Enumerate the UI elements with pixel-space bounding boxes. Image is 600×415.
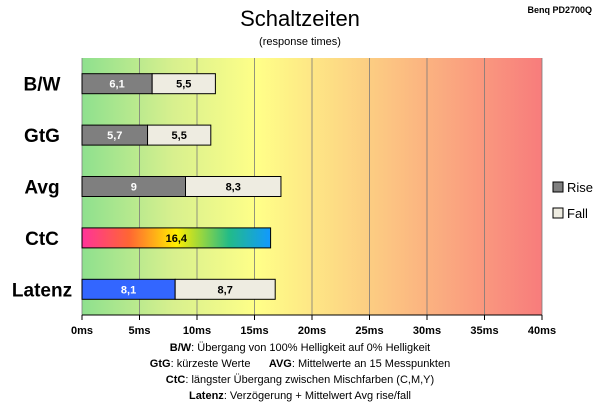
legend-label: Rise — [567, 180, 593, 195]
x-tick-label: 35ms — [470, 325, 498, 337]
legend-swatch — [552, 207, 564, 219]
bar-fall-label: 8,7 — [218, 284, 233, 296]
category-label: B/W — [24, 75, 61, 96]
x-tick-label: 40ms — [528, 325, 556, 337]
x-tick-label: 15ms — [240, 325, 268, 337]
bar-rise-label: 9 — [131, 182, 137, 194]
x-tick-label: 5ms — [128, 325, 150, 337]
bar-rise-label: 8,1 — [121, 284, 136, 296]
note-gtg-avg: GtG: kürzeste Werte AVG: Mittelwerte an … — [149, 358, 451, 370]
bar-fall-label: 5,5 — [172, 130, 187, 142]
x-tick-label: 30ms — [413, 325, 441, 337]
footnotes: B/W: Übergang von 100% Helligkeit auf 0%… — [0, 340, 600, 404]
legend-label: Fall — [567, 206, 588, 221]
bar-rise-label: 6,1 — [109, 79, 124, 91]
category-label: Latenz — [12, 280, 72, 301]
note-bw: B/W: Übergang von 100% Helligkeit auf 0%… — [169, 342, 431, 354]
category-label: CtC — [25, 229, 59, 250]
bar-fall-label: 8,3 — [226, 182, 241, 194]
chart-title: Schaltzeiten — [240, 6, 360, 31]
x-tick-label: 10ms — [183, 325, 211, 337]
bar-rise-label: 16,4 — [166, 233, 188, 245]
note-ctc: CtC: längster Übergang zwischen Mischfar… — [165, 374, 435, 386]
x-tick-label: 25ms — [355, 325, 383, 337]
legend-swatch — [552, 181, 564, 193]
bar-fall — [185, 176, 282, 197]
note-latenz: Latenz: Verzögerung + Mittelwert Avg ris… — [188, 390, 412, 402]
bar-rise-label: 5,7 — [107, 130, 122, 142]
monitor-model: Benq PD2700Q — [527, 5, 592, 15]
x-tick-label: 20ms — [298, 325, 326, 337]
plot-area: 6,1 5,5 5,7 5,5 9 8,3 16,4 8,1 8,7 B/W GtG Avg CtC L… — [12, 58, 593, 337]
bar-fall — [174, 278, 276, 300]
bar-fall — [147, 124, 212, 146]
category-label: Avg — [24, 178, 59, 199]
category-label: GtG — [24, 126, 60, 147]
chart-subtitle: (response times) — [259, 36, 341, 48]
bar-fall-label: 5,5 — [176, 79, 191, 91]
bar-rise — [81, 227, 272, 249]
bar-fall — [151, 73, 216, 95]
x-tick-label: 0ms — [71, 325, 93, 337]
